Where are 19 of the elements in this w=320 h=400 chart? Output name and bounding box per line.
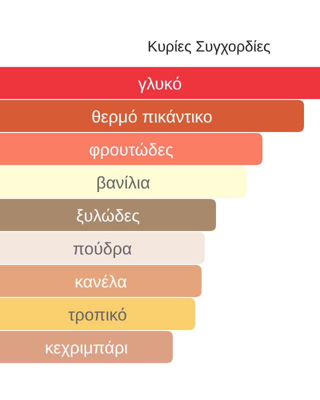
- y-tick-label: θερμό πικάντικο: [91, 107, 213, 126]
- y-tick-label: γλυκό: [138, 74, 182, 94]
- bar: [0, 265, 202, 297]
- y-tick-label: βανίλια: [96, 173, 150, 192]
- y-tick-label: φρουτώδες: [88, 140, 174, 160]
- y-tick-label: κανέλα: [74, 272, 128, 292]
- y-tick-label: κεχριμπάρι: [44, 338, 128, 358]
- bar: [0, 232, 205, 264]
- y-tick-label: πούδρα: [72, 239, 132, 258]
- bar: [0, 133, 262, 165]
- y-tick-label: ξυλώδες: [76, 206, 140, 226]
- chart-title: Κυρίες Συγχορδίες: [147, 38, 271, 56]
- bar: [0, 100, 304, 132]
- bar: [0, 166, 246, 198]
- bar: [0, 298, 196, 330]
- bar: [0, 331, 173, 363]
- y-tick-label: τροπικό: [68, 305, 128, 324]
- bar: [0, 199, 216, 231]
- bar: [0, 67, 320, 99]
